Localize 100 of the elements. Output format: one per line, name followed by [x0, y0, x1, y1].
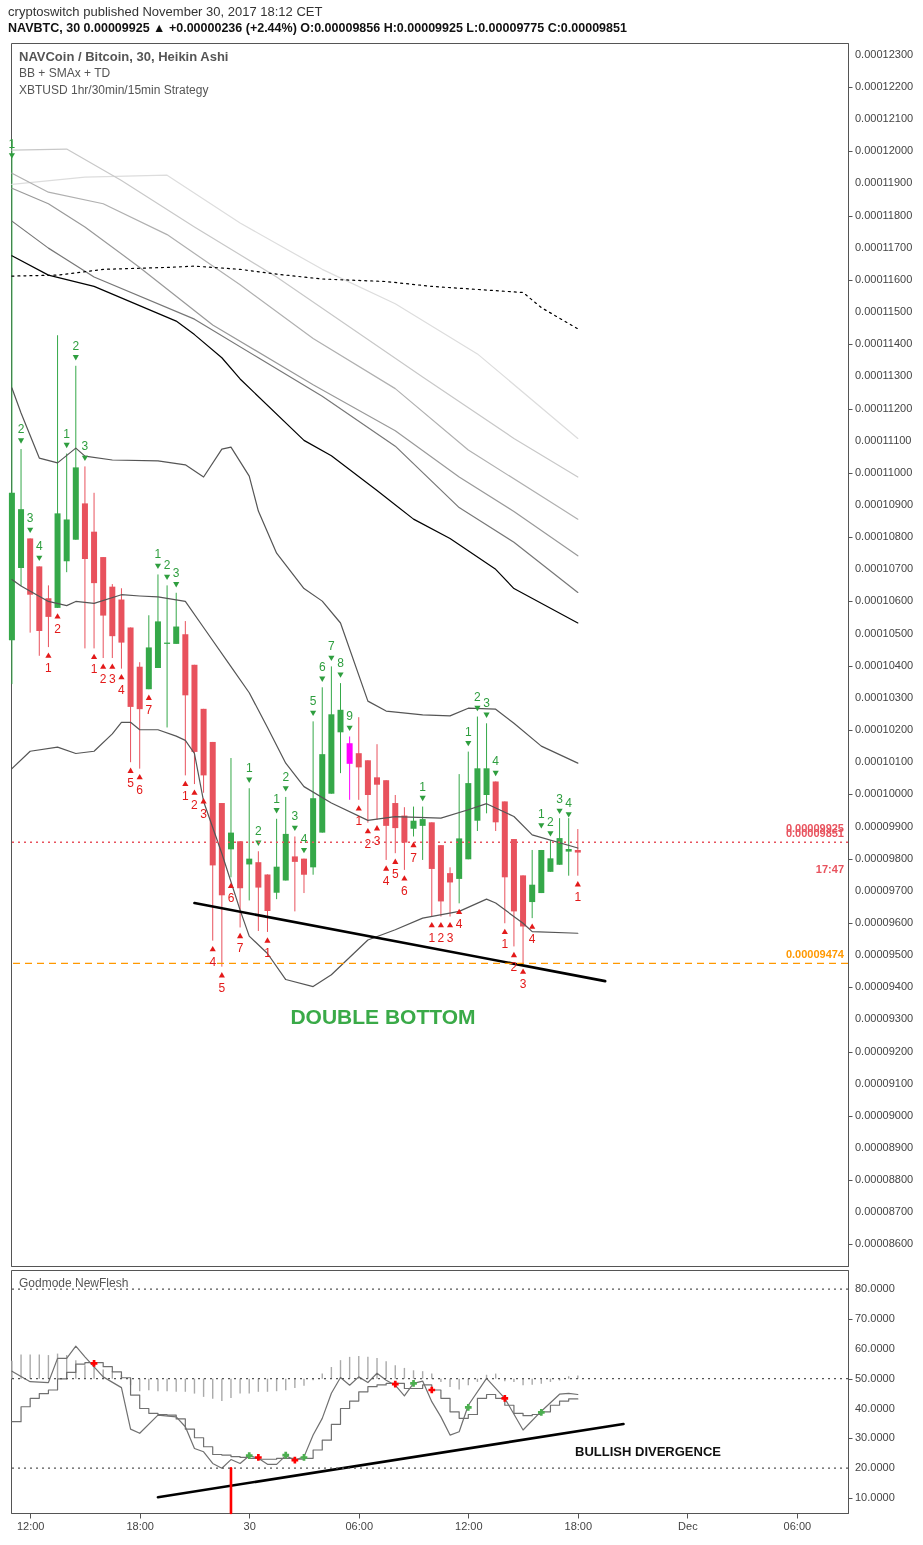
y-tick-label: 0.00010200 [855, 723, 914, 736]
y-tick-label: 0.00009800 [855, 851, 914, 864]
chart-subtitle: NAVBTC, 30 0.00009925 ▲ +0.00000236 (+2.44%) O:0.00009856 H:0.00009925 L:0.00009775 C:0.00009851 [8, 21, 627, 35]
y-tick-label: 0.00010300 [855, 690, 914, 703]
y-tick-label: 0.00011600 [855, 272, 913, 285]
y-tick-label: 0.00009900 [855, 819, 914, 832]
annotation: 1 [419, 779, 427, 794]
y-tick-label: 0.00008600 [855, 1237, 914, 1250]
annotation: 4 [382, 873, 390, 888]
annotation: 1 [537, 806, 545, 821]
y-tick-label: 0.00009600 [855, 915, 914, 928]
y-tick-label: 0.00011800 [855, 208, 913, 221]
annotation: 4 [565, 795, 573, 810]
y-tick-label: 80.0000 [855, 1282, 895, 1295]
annotation: 3 [556, 792, 564, 807]
annotation: 1 [90, 662, 98, 677]
x-tick-label: 12:00 [455, 1519, 483, 1532]
y-tick-label: 0.00009000 [855, 1108, 914, 1121]
y-tick-label: 0.00008900 [855, 1141, 914, 1154]
chart-title: cryptoswitch published November 30, 2017 18:12 CET [8, 4, 323, 19]
x-tick-label: 30 [243, 1519, 256, 1532]
y-tick-label: 0.00011700 [855, 240, 913, 253]
annotation: 9 [346, 709, 354, 724]
y-tick-label: 0.00008700 [855, 1205, 914, 1218]
y-tick-label: 0.00011400 [855, 337, 913, 350]
y-tick-label: 0.00009300 [855, 1012, 914, 1025]
x-tick-label: 06:00 [783, 1519, 812, 1532]
x-tick-label: 12:00 [16, 1519, 45, 1532]
annotation: 3 [483, 696, 491, 711]
annotation: BB + SMAx + TD [19, 66, 111, 80]
y-tick-label: 40.0000 [855, 1401, 895, 1414]
annotation: 2 [72, 338, 80, 353]
annotation: 2 [510, 960, 518, 975]
annotation: 1 [501, 937, 509, 952]
y-tick-label: 0.00009400 [855, 980, 914, 993]
y-tick-label: 0.00011500 [855, 305, 913, 318]
annotation: 1 [181, 789, 189, 804]
y-tick-label: 0.00009200 [855, 1044, 914, 1057]
ref-line-label: 0.00009474 [785, 948, 845, 961]
x-tick-label: 18:00 [126, 1519, 154, 1532]
x-tick-label: 18:00 [564, 1519, 593, 1532]
annotation: 7 [328, 639, 336, 654]
annotation: 6 [401, 883, 409, 898]
annotation: 3 [200, 806, 208, 821]
x-tick-label: Dec [678, 1519, 699, 1532]
annotation: 3 [519, 977, 527, 992]
annotation: 2 [364, 836, 372, 851]
annotation: Godmode NewFlesh [19, 1276, 129, 1290]
annotation: DOUBLE BOTTOM [290, 1005, 476, 1028]
annotation: 1 [355, 813, 363, 828]
annotation: 6 [227, 891, 235, 906]
y-tick-label: 0.00009100 [855, 1076, 914, 1089]
y-tick-label: 70.0000 [855, 1311, 895, 1324]
annotation: 1 [273, 791, 281, 806]
annotation: 5 [309, 694, 317, 709]
y-tick-label: 0.00011300 [855, 369, 913, 382]
annotation: 8 [337, 656, 345, 671]
annotation: 6 [318, 660, 326, 675]
y-tick-label: 0.00010800 [855, 530, 914, 543]
annotation: 7 [145, 703, 153, 718]
y-tick-label: 0.00012000 [855, 144, 914, 157]
y-tick-label: 0.00009500 [855, 948, 914, 961]
annotation: 2 [191, 798, 199, 813]
annotation: 2 [163, 558, 171, 573]
annotation: 3 [291, 809, 299, 824]
y-tick-label: 0.00010400 [855, 658, 914, 671]
annotation: 4 [209, 954, 217, 969]
y-tick-label: 50.0000 [855, 1371, 895, 1384]
annotation: 1 [464, 724, 472, 739]
annotation: 2 [99, 672, 107, 687]
y-tick-label: 0.00010700 [855, 562, 914, 575]
annotation: 2 [255, 824, 263, 839]
y-tick-label: 60.0000 [855, 1341, 895, 1354]
annotation: XBTUSD 1hr/30min/15min Strategy [19, 83, 209, 97]
annotation: 6 [136, 782, 144, 797]
annotation: 1 [245, 761, 253, 776]
y-tick-label: 0.00010500 [855, 626, 914, 639]
y-tick-label: 0.00012100 [855, 112, 914, 125]
annotation: 2 [282, 769, 290, 784]
annotation: 4 [118, 682, 126, 697]
annotation: 3 [373, 833, 381, 848]
annotation: 1 [45, 661, 53, 676]
y-tick-label: 0.00008800 [855, 1173, 914, 1186]
annotation: 4 [300, 831, 308, 846]
annotation: BULLISH DIVERGENCE [575, 1444, 722, 1459]
annotation: NAVCoin / Bitcoin, 30, Heikin Ashi [19, 49, 229, 64]
annotation: 3 [26, 511, 34, 526]
y-tick-label: 20.0000 [855, 1461, 895, 1474]
y-tick-label: 0.00010000 [855, 787, 914, 800]
annotation: 4 [455, 917, 463, 932]
annotation: 3 [108, 672, 116, 687]
y-tick-label: 30.0000 [855, 1431, 895, 1444]
annotation: 2 [17, 422, 25, 437]
y-tick-label: 0.00010100 [855, 755, 914, 768]
y-tick-label: 0.00010900 [855, 498, 914, 510]
annotation: 2 [54, 621, 62, 636]
annotation: 1 [63, 426, 71, 441]
y-tick-label: 0.00011000 [855, 465, 913, 478]
y-tick-label: 0.00011200 [855, 401, 913, 414]
annotation: 5 [218, 980, 226, 995]
